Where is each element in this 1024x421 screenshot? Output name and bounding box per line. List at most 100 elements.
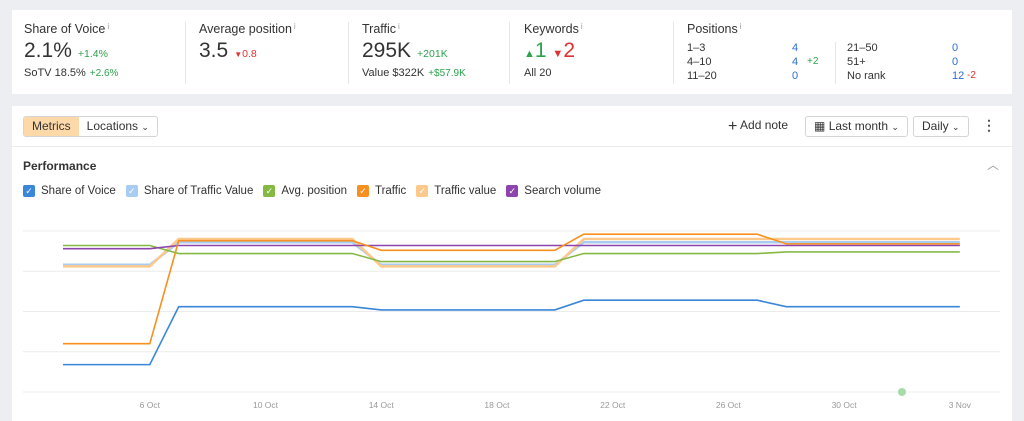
info-icon[interactable]: i xyxy=(107,22,110,31)
checkbox-checked-icon[interactable]: ✓ xyxy=(416,185,429,197)
position-count[interactable]: 0 xyxy=(952,42,959,54)
sub-value: 20 xyxy=(539,67,552,79)
position-range: 51+ xyxy=(847,56,866,68)
position-count[interactable]: 12 xyxy=(952,70,965,82)
divider xyxy=(12,146,1012,147)
x-tick-label: 6 Oct xyxy=(140,400,161,410)
delta: 0.8 xyxy=(242,48,257,60)
position-delta: +2 xyxy=(807,56,819,67)
collapse-chevron-up-icon[interactable]: ︿ xyxy=(987,158,1000,172)
chart-legend: ✓ Share of Voice ✓ Share of Traffic Value ✓ A… xyxy=(23,185,601,197)
keywords-up: 1 xyxy=(534,39,547,62)
period-label: Last month xyxy=(828,119,889,133)
info-icon[interactable]: i xyxy=(739,22,742,31)
x-tick-label: 18 Oct xyxy=(484,400,510,410)
summary-card: Share of Voice i 2.1% +1.4% SoTV 18.5% +2.6… xyxy=(12,10,1012,94)
series-line xyxy=(63,233,960,345)
label: Traffic xyxy=(362,22,397,36)
section-title: Performance xyxy=(23,159,97,173)
sub-delta: +$57.9K xyxy=(428,68,466,79)
series-line xyxy=(63,244,960,250)
position-range: 11–20 xyxy=(687,70,717,82)
series-line xyxy=(63,244,960,263)
x-tick-label: 3 Nov xyxy=(949,400,972,410)
label: Keywords xyxy=(524,22,579,36)
calendar-icon: ▦ xyxy=(814,119,826,133)
info-icon[interactable]: i xyxy=(580,22,583,31)
legend-item[interactable]: ✓ Search volume xyxy=(506,185,601,197)
label: Positions xyxy=(687,22,738,36)
sub-label: Value xyxy=(362,67,390,79)
label: Share of Voice xyxy=(24,22,106,36)
granularity-label: Daily xyxy=(922,119,949,133)
legend-label: Avg. position xyxy=(281,185,347,197)
checkbox-checked-icon[interactable]: ✓ xyxy=(506,185,519,197)
locations-label: Locations xyxy=(86,119,139,133)
x-tick-label: 26 Oct xyxy=(716,400,742,410)
triangle-down-icon: ▼ xyxy=(234,50,243,59)
legend-item[interactable]: ✓ Traffic value xyxy=(416,185,496,197)
metric-average-position: Average position i 3.5 ▼0.8 xyxy=(199,22,349,84)
performance-card: Metrics Locations ⌄ + Add note ▦ Last mo… xyxy=(12,106,1012,421)
plus-icon: + xyxy=(728,118,738,135)
legend-item[interactable]: ✓ Share of Voice xyxy=(23,185,116,197)
checkbox-checked-icon[interactable]: ✓ xyxy=(356,185,369,197)
triangle-down-icon: ▼ xyxy=(552,48,564,60)
checkbox-checked-icon[interactable]: ✓ xyxy=(263,185,276,197)
position-range: No rank xyxy=(847,70,886,82)
position-range: 21–50 xyxy=(847,42,878,54)
position-count[interactable]: 4 xyxy=(792,56,799,68)
legend-label: Search volume xyxy=(524,185,602,197)
value: 295K xyxy=(362,39,412,62)
sub-delta: +2.6% xyxy=(89,68,119,79)
position-range: 4–10 xyxy=(687,56,712,68)
locations-dropdown[interactable]: Locations ⌄ xyxy=(79,117,157,136)
position-count[interactable]: 0 xyxy=(792,70,799,82)
position-row: 21–50 0 xyxy=(847,42,997,54)
note-marker[interactable] xyxy=(897,388,906,396)
x-tick-label: 14 Oct xyxy=(369,400,395,410)
info-icon[interactable]: i xyxy=(293,22,296,31)
position-range: 1–3 xyxy=(687,42,706,54)
metric-share-of-voice: Share of Voice i 2.1% +1.4% SoTV 18.5% +2.6… xyxy=(24,22,186,84)
chevron-down-icon: ⌄ xyxy=(891,122,899,132)
add-note-button[interactable]: + Add note xyxy=(728,118,788,136)
legend-label: Share of Traffic Value xyxy=(143,185,254,197)
value: 2.1% xyxy=(24,39,72,62)
legend-label: Share of Voice xyxy=(41,185,116,197)
delta: +201K xyxy=(417,48,448,60)
granularity-dropdown[interactable]: Daily ⌄ xyxy=(913,116,969,137)
position-delta: -2 xyxy=(967,70,976,81)
metric-traffic: Traffic i 295K +201K Value $322K +$57.9K xyxy=(362,22,510,84)
triangle-up-icon: ▲ xyxy=(524,48,535,60)
info-icon[interactable]: i xyxy=(398,22,400,31)
checkbox-checked-icon[interactable]: ✓ xyxy=(23,185,35,197)
metrics-tab[interactable]: Metrics xyxy=(24,117,79,136)
add-note-label: Add note xyxy=(740,118,789,132)
legend-label: Traffic value xyxy=(434,185,497,197)
x-tick-label: 22 Oct xyxy=(600,400,626,410)
series-line xyxy=(63,299,960,366)
legend-item[interactable]: ✓ Share of Traffic Value xyxy=(125,185,254,197)
view-toggle: Metrics Locations ⌄ xyxy=(23,116,158,137)
period-dropdown[interactable]: ▦ Last month ⌄ xyxy=(805,116,908,137)
keywords-down: 2 xyxy=(563,39,575,62)
chevron-down-icon: ⌄ xyxy=(141,122,149,132)
checkbox-checked-icon[interactable]: ✓ xyxy=(125,185,138,197)
position-row: No rank 12 -2 xyxy=(847,70,997,82)
sub-label: All xyxy=(524,67,537,79)
metric-positions: Positions i 1–3 4 4–10 4 +2 11–20 0 21–50 0 51+ 0 No… xyxy=(687,22,1002,84)
position-row: 11–20 0 xyxy=(687,70,837,82)
position-count[interactable]: 4 xyxy=(792,42,799,54)
delta: +1.4% xyxy=(77,48,108,60)
legend-item[interactable]: ✓ Traffic xyxy=(356,185,407,197)
position-row: 4–10 4 +2 xyxy=(687,56,837,68)
value: 3.5 xyxy=(199,39,229,62)
legend-item[interactable]: ✓ Avg. position xyxy=(263,185,347,197)
position-count[interactable]: 0 xyxy=(952,56,959,68)
more-options-icon[interactable]: ⋮ xyxy=(982,117,996,133)
sub-value: $322K xyxy=(392,67,425,79)
metric-keywords: Keywords i ▲1 ▼2 All 20 xyxy=(524,22,674,84)
legend-label: Traffic xyxy=(374,185,407,197)
